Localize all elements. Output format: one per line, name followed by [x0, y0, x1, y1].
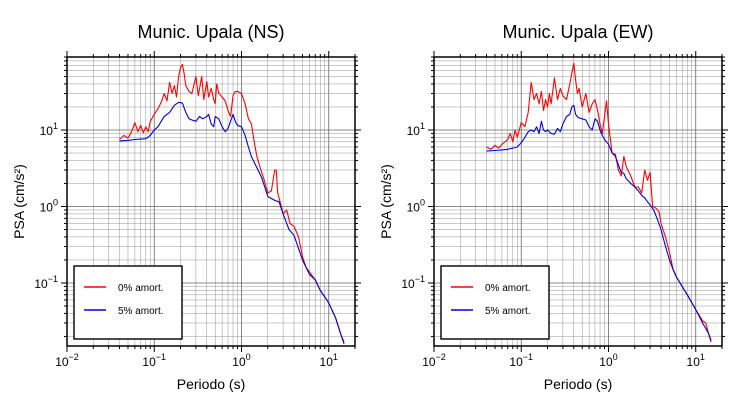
- series-line-0: [486, 62, 712, 341]
- legend-label: 0% amort.: [118, 283, 164, 294]
- chart-panel-0: 10−2 10−1 100 101 10−1 100 101 Munic. Upala (NS…: [11, 22, 361, 392]
- x-tick-label: 10−1: [509, 352, 533, 369]
- x-tick-label: 10−2: [55, 352, 79, 369]
- x-tick-label: 100: [232, 352, 250, 369]
- x-tick-label: 101: [687, 352, 705, 369]
- y-tick-label: 100: [40, 197, 58, 214]
- legend-label: 5% amort.: [485, 306, 531, 317]
- axis-ticks: [61, 51, 361, 352]
- legend-box: [73, 265, 183, 340]
- chart-title: Munic. Upala (NS): [137, 22, 284, 42]
- chart-title: Munic. Upala (EW): [502, 22, 653, 42]
- legend: 0% amort. 5% amort.: [440, 265, 550, 340]
- plot-frame: [433, 56, 723, 347]
- legend: 0% amort. 5% amort.: [73, 265, 183, 340]
- axis-ticks: [428, 51, 728, 352]
- series-line-1: [486, 104, 712, 342]
- x-tick-label: 101: [320, 352, 338, 369]
- y-tick-label: 101: [407, 121, 425, 138]
- y-tick-label: 10−1: [401, 274, 425, 291]
- series-line-0: [119, 63, 345, 343]
- y-axis-label: PSA (cm/s²): [378, 164, 394, 239]
- chart-panel-1: 10−2 10−1 100 101 10−1 100 101 Munic. Upala (EW…: [378, 22, 728, 392]
- series-group: [119, 63, 345, 345]
- y-tick-label: 101: [40, 121, 58, 138]
- series-group: [486, 62, 712, 342]
- x-tick-label: 10−1: [142, 352, 166, 369]
- y-tick-label: 10−1: [34, 274, 58, 291]
- legend-box: [440, 265, 550, 340]
- series-line-1: [119, 101, 345, 345]
- legend-label: 5% amort.: [118, 306, 164, 317]
- x-tick-label: 10−2: [422, 352, 446, 369]
- legend-label: 0% amort.: [485, 283, 531, 294]
- plot-frame: [66, 56, 356, 347]
- x-axis-label: Periodo (s): [544, 376, 612, 392]
- y-tick-label: 100: [407, 197, 425, 214]
- x-tick-label: 100: [599, 352, 617, 369]
- y-axis-label: PSA (cm/s²): [11, 164, 27, 239]
- x-axis-label: Periodo (s): [177, 376, 245, 392]
